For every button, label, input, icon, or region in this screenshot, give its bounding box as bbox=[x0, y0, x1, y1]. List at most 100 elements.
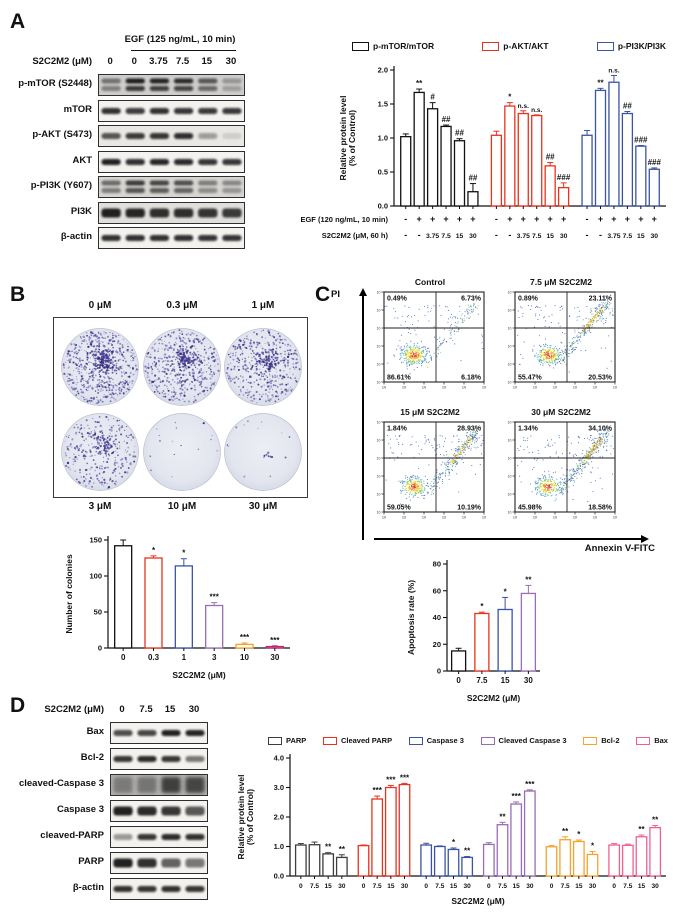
blot-strip-bands bbox=[99, 177, 244, 197]
blot-strip-bands bbox=[101, 235, 242, 241]
blot-strip bbox=[98, 176, 245, 198]
svg-text:***: *** bbox=[270, 636, 280, 645]
blot-strip bbox=[110, 774, 208, 796]
blot-strip-bands bbox=[99, 202, 244, 223]
svg-text:0: 0 bbox=[98, 644, 102, 653]
svg-text:15: 15 bbox=[637, 233, 645, 240]
flow-plot-title: 15 μM S2C2M2 bbox=[400, 407, 460, 417]
svg-text:10: 10 bbox=[377, 457, 381, 461]
blot-strip bbox=[110, 826, 208, 848]
blot-row-label: Bcl-2 bbox=[80, 752, 104, 763]
colony-well bbox=[61, 413, 139, 491]
dose-value: 0 bbox=[119, 704, 125, 715]
svg-text:+: + bbox=[548, 214, 553, 224]
panel-a-chart-legend: p-mTOR/mTOR p-AKT/AKT p-PI3K/PI3K bbox=[352, 41, 666, 51]
svg-text:10: 10 bbox=[377, 363, 381, 367]
blot-row-label: β-actin bbox=[72, 882, 104, 893]
svg-text:10: 10 bbox=[377, 439, 381, 443]
legend-label: PARP bbox=[286, 736, 307, 745]
blot-strip bbox=[110, 722, 208, 744]
svg-text:86.61%: 86.61% bbox=[387, 375, 412, 382]
svg-text:10: 10 bbox=[422, 386, 426, 390]
svg-text:7.5: 7.5 bbox=[532, 233, 542, 240]
blot-strip bbox=[98, 125, 245, 147]
legend-item: PARP bbox=[268, 736, 306, 745]
svg-text:10: 10 bbox=[462, 516, 466, 520]
svg-text:10.19%: 10.19% bbox=[457, 505, 482, 512]
svg-text:10: 10 bbox=[508, 291, 512, 295]
well-label: 0.3 μM bbox=[166, 300, 198, 311]
svg-text:+: + bbox=[534, 214, 539, 224]
svg-text:10: 10 bbox=[573, 386, 577, 390]
svg-text:10: 10 bbox=[377, 327, 381, 331]
legend-item: Bcl-2 bbox=[583, 736, 620, 745]
dose-value: 30 bbox=[225, 56, 237, 67]
blot-strip bbox=[98, 99, 245, 122]
blot-row-label: p-PI3K (Y607) bbox=[30, 180, 92, 191]
flow-y-axis-label: PI bbox=[331, 289, 340, 300]
blot-strip-bands bbox=[113, 834, 205, 840]
flow-plot-title: 30 μM S2C2M2 bbox=[531, 407, 591, 417]
svg-text:EGF (120 ng/mL, 10 min): EGF (120 ng/mL, 10 min) bbox=[300, 215, 388, 224]
svg-text:10: 10 bbox=[442, 386, 446, 390]
svg-text:15: 15 bbox=[546, 233, 554, 240]
colony-box bbox=[53, 317, 308, 498]
svg-text:+: + bbox=[638, 214, 643, 224]
svg-text:-: - bbox=[495, 230, 498, 240]
dose-row-label-a: S2C2M2 (μM) bbox=[32, 56, 92, 67]
blot-row-label: PARP bbox=[78, 856, 104, 867]
blot-row-label: cleaved-Caspase 3 bbox=[18, 778, 104, 789]
legend-label: Caspase 3 bbox=[426, 736, 464, 745]
blot-strip-bands bbox=[113, 858, 205, 868]
svg-text:10: 10 bbox=[377, 475, 381, 479]
legend-label: p-mTOR/mTOR bbox=[373, 41, 435, 51]
svg-text:+: + bbox=[521, 214, 526, 224]
legend-label: p-PI3K/PI3K bbox=[617, 41, 666, 51]
legend-swatch bbox=[583, 736, 598, 745]
svg-text:10: 10 bbox=[508, 309, 512, 313]
svg-text:-: - bbox=[418, 230, 421, 240]
svg-text:10: 10 bbox=[613, 386, 617, 390]
svg-text:10: 10 bbox=[508, 327, 512, 331]
blot-strip-bands bbox=[111, 775, 207, 795]
svg-text:+: + bbox=[457, 214, 462, 224]
flow-plot-title: Control bbox=[414, 277, 446, 287]
svg-text:59.05%: 59.05% bbox=[387, 505, 412, 512]
svg-text:10: 10 bbox=[240, 653, 249, 662]
legend-swatch bbox=[482, 41, 500, 51]
legend-item: p-mTOR/mTOR bbox=[352, 41, 434, 51]
svg-text:**: ** bbox=[416, 79, 423, 88]
svg-text:10: 10 bbox=[513, 386, 517, 390]
blot-strip bbox=[98, 227, 245, 249]
svg-text:100: 100 bbox=[89, 572, 102, 581]
blot-strip-bands bbox=[113, 730, 205, 736]
svg-text:##: ## bbox=[623, 101, 632, 110]
legend-item: Bax bbox=[636, 736, 668, 745]
svg-text:-: - bbox=[599, 230, 602, 240]
egf-underline bbox=[131, 50, 236, 51]
svg-text:10: 10 bbox=[382, 516, 386, 520]
blot-row-label: AKT bbox=[72, 154, 92, 166]
svg-text:-: - bbox=[586, 214, 589, 224]
svg-text:0.3: 0.3 bbox=[148, 653, 160, 662]
svg-text:***: *** bbox=[209, 593, 219, 602]
svg-text:-: - bbox=[404, 214, 407, 224]
svg-text:10: 10 bbox=[508, 345, 512, 349]
flow-x-axis-label: Annexin V-FITC bbox=[584, 543, 655, 554]
blot-row-label: cleaved-PARP bbox=[40, 830, 104, 841]
svg-text:*: * bbox=[508, 93, 512, 102]
svg-text:10: 10 bbox=[377, 493, 381, 497]
blot-strip-bands bbox=[113, 806, 205, 816]
colony-well bbox=[224, 328, 302, 406]
svg-text:-: - bbox=[404, 230, 407, 240]
svg-text:10: 10 bbox=[377, 345, 381, 349]
dose-value: 15 bbox=[164, 704, 176, 715]
well-label: 0 μM bbox=[88, 300, 112, 311]
svg-text:*: * bbox=[152, 546, 156, 555]
blot-strip bbox=[110, 748, 208, 770]
well-label: 30 μM bbox=[248, 501, 278, 512]
flow-x-arrow bbox=[374, 538, 642, 540]
svg-text:+: + bbox=[652, 214, 657, 224]
dose-value: 7.5 bbox=[139, 704, 153, 715]
